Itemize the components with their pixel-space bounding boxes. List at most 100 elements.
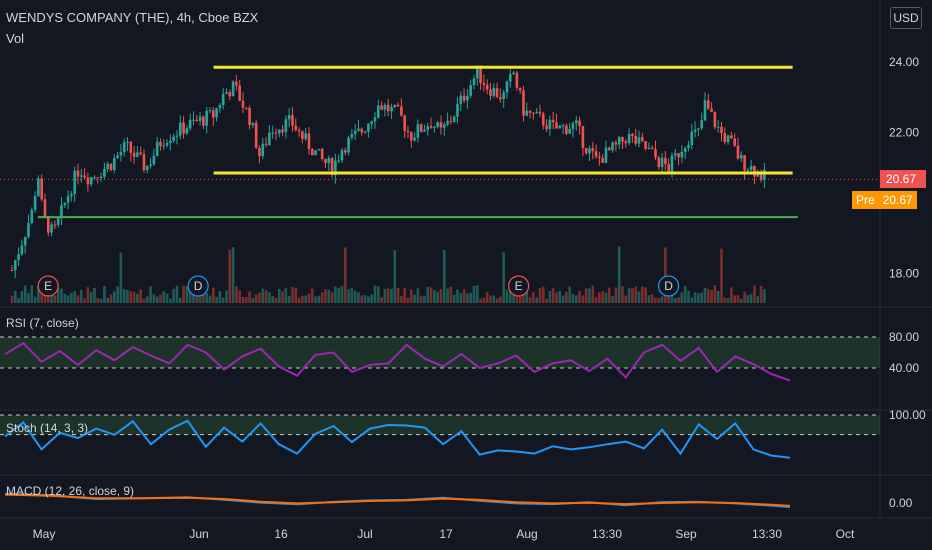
volume-bar: [462, 289, 466, 303]
candle-body: [363, 131, 367, 133]
candle-body: [268, 132, 271, 145]
candle-body: [89, 177, 93, 185]
candle-body: [122, 142, 126, 153]
candle-body: [551, 119, 555, 123]
time-tick-label: 13:30: [752, 527, 782, 541]
candle-body: [670, 155, 674, 172]
candle-body: [291, 115, 294, 126]
candle-body: [713, 112, 717, 128]
volume-bar: [631, 288, 634, 303]
candle-body: [607, 147, 611, 151]
volume-bar: [43, 295, 47, 303]
macd-legend[interactable]: MACD (12, 26, close, 9): [6, 484, 135, 498]
candle-body: [350, 133, 354, 138]
volume-bar: [320, 292, 324, 303]
volume-bar: [522, 291, 525, 303]
earnings-marker-label: E: [44, 279, 52, 293]
candle-body: [357, 128, 360, 131]
volume-bar: [555, 292, 558, 303]
volume-bar: [192, 294, 195, 303]
volume-bar: [499, 296, 502, 303]
candle-body: [452, 116, 456, 122]
volume-bar: [584, 288, 588, 303]
candle-body: [248, 107, 251, 125]
candle-body: [70, 194, 73, 197]
rsi-legend[interactable]: RSI (7, close): [6, 316, 79, 330]
time-tick-label: Jul: [357, 527, 372, 541]
candle-body: [726, 135, 730, 143]
candle-body: [228, 92, 232, 97]
candle-body: [505, 81, 509, 93]
volume-bar: [753, 285, 756, 303]
candle-body: [456, 104, 459, 117]
candle-body: [584, 147, 588, 154]
candle-body: [99, 176, 103, 179]
volume-bar: [241, 296, 245, 303]
candle-body: [20, 245, 24, 255]
volume-bar: [13, 290, 17, 303]
candle-body: [370, 121, 373, 124]
candle-body: [149, 164, 152, 166]
candle-body: [499, 96, 502, 99]
candle-body: [472, 78, 476, 86]
candle-body: [535, 111, 538, 114]
candle-body: [83, 175, 86, 178]
volume-bar: [30, 285, 34, 303]
rsi-band: [0, 337, 880, 368]
candle-body: [50, 224, 53, 233]
candle-body: [284, 119, 288, 133]
candle-body: [235, 81, 238, 86]
candle-body: [403, 115, 406, 131]
volume-bar: [614, 287, 618, 303]
volume-bar: [228, 249, 232, 303]
volume-bar: [525, 290, 529, 303]
volume-bar: [330, 291, 334, 303]
volume-bar: [334, 286, 337, 303]
volume-bar: [367, 296, 370, 303]
volume-bar: [248, 291, 251, 303]
volume-bar: [654, 297, 657, 303]
volume-bar: [680, 292, 684, 303]
volume-bar: [327, 289, 331, 303]
candle-body: [409, 132, 413, 141]
volume-bar: [83, 298, 86, 303]
volume-bar: [70, 292, 73, 303]
candle-body: [716, 126, 720, 128]
candle-body: [225, 92, 228, 94]
candle-body: [192, 119, 195, 121]
volume-bar: [353, 290, 357, 303]
last-price-tag: 20.67: [880, 170, 926, 188]
candle-body: [337, 160, 340, 162]
candle-body: [264, 143, 268, 145]
currency-button[interactable]: USD: [890, 7, 922, 29]
stoch-legend[interactable]: Stoch (14, 3, 3): [6, 421, 89, 435]
candle-body: [251, 122, 255, 125]
candle-body: [446, 120, 449, 125]
volume-bar: [736, 295, 740, 303]
symbol-title: WENDYS COMPANY (THE), 4h, Cboe BZX: [6, 10, 259, 25]
macd-signal-line: [4, 493, 791, 507]
candle-body: [660, 157, 664, 168]
volume-bar: [739, 298, 743, 303]
volume-bar: [89, 292, 93, 303]
candle-body: [182, 122, 185, 134]
volume-bar: [528, 297, 532, 303]
candle-body: [172, 136, 175, 141]
premarket-tag: Pre 20.67: [852, 191, 917, 209]
candle-body: [677, 153, 680, 158]
candle-body: [17, 254, 20, 261]
candle-body: [459, 95, 463, 105]
volume-bar: [687, 290, 690, 303]
candle-body: [637, 137, 641, 144]
volume-bar: [456, 289, 459, 303]
candle-body: [202, 116, 205, 126]
candle-body: [396, 104, 400, 107]
volume-bar: [301, 295, 304, 303]
candle-body: [261, 143, 265, 157]
candle-body: [73, 170, 76, 195]
volume-bar: [578, 290, 581, 303]
candle-body: [495, 88, 499, 97]
candle-body: [208, 110, 212, 112]
candle-body: [178, 122, 182, 136]
